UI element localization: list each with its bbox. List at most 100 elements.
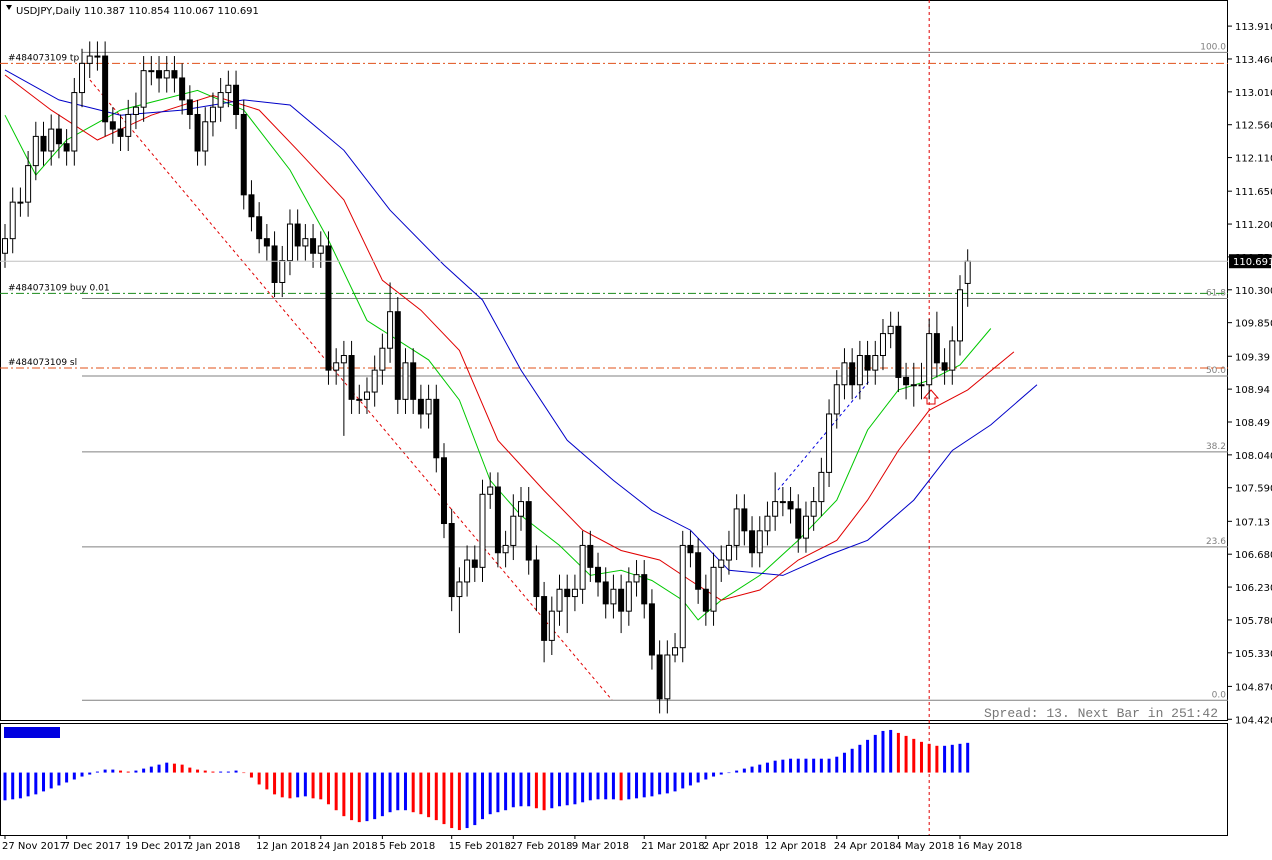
open: 110.387 bbox=[84, 6, 125, 17]
x-tick-label: 15 Feb 2018 bbox=[449, 841, 511, 852]
histogram-bar bbox=[750, 766, 754, 773]
histogram-bar bbox=[758, 764, 762, 773]
histogram-bar bbox=[804, 758, 808, 773]
histogram-bar bbox=[126, 771, 130, 773]
histogram-bar bbox=[819, 758, 823, 773]
histogram-bar bbox=[727, 772, 731, 774]
candle-body bbox=[494, 486, 501, 554]
x-tick-label: 27 Nov 2017 bbox=[2, 841, 66, 852]
candle-body bbox=[233, 84, 240, 115]
candle-body bbox=[733, 508, 740, 546]
histogram-bar bbox=[457, 772, 461, 831]
symbol: USDJPY,Daily bbox=[16, 6, 81, 17]
histogram-bar bbox=[450, 772, 454, 829]
histogram-bar bbox=[72, 772, 76, 780]
histogram-bar bbox=[396, 772, 400, 811]
y-tick-label: 107.13 bbox=[1235, 517, 1270, 528]
fib-label: 23.6 bbox=[1206, 537, 1226, 547]
histogram-bar bbox=[573, 772, 577, 805]
candle-body bbox=[79, 62, 86, 94]
candle-body bbox=[479, 493, 486, 568]
histogram-bar bbox=[696, 772, 700, 783]
candle-body bbox=[302, 238, 309, 247]
candle-body bbox=[525, 501, 532, 561]
candle-body bbox=[687, 544, 694, 554]
candle-body bbox=[263, 238, 270, 247]
histogram-bar bbox=[912, 738, 916, 773]
candle-body bbox=[240, 113, 247, 196]
histogram-bar bbox=[242, 772, 246, 774]
candle-body bbox=[941, 362, 948, 371]
histogram-bar bbox=[380, 772, 384, 817]
candle-body bbox=[379, 347, 386, 371]
candle-body bbox=[464, 559, 471, 583]
histogram-bar bbox=[896, 732, 900, 773]
histogram-bar bbox=[958, 743, 962, 773]
y-tick-label: 104.870 bbox=[1235, 682, 1272, 693]
histogram-bar bbox=[257, 772, 261, 785]
histogram-bar bbox=[403, 772, 407, 811]
candle-body bbox=[710, 566, 717, 612]
candle-body bbox=[63, 143, 70, 152]
histogram-bar bbox=[480, 772, 484, 820]
candle-body bbox=[518, 501, 525, 517]
histogram-bar bbox=[504, 772, 508, 811]
histogram-bar bbox=[904, 735, 908, 773]
candle-body bbox=[440, 457, 447, 525]
histogram-bar bbox=[180, 764, 184, 773]
order-label: #484073109 sl bbox=[8, 358, 77, 368]
candle-body bbox=[148, 70, 155, 73]
candle-body bbox=[579, 544, 586, 590]
candle-body bbox=[833, 384, 840, 415]
histogram-bar bbox=[326, 772, 330, 805]
histogram-bar bbox=[319, 772, 323, 800]
fib-label: 0.0 bbox=[1212, 690, 1227, 700]
histogram-bar bbox=[866, 739, 870, 773]
candle-body bbox=[217, 92, 224, 108]
indicator-label-box bbox=[4, 727, 60, 738]
fib-label: 100.0 bbox=[1200, 42, 1226, 52]
histogram-bar bbox=[311, 772, 315, 799]
histogram-bar bbox=[635, 772, 639, 799]
histogram-bar bbox=[688, 772, 692, 786]
candle-body bbox=[32, 135, 39, 167]
y-tick-label: 112.110 bbox=[1235, 154, 1272, 165]
histogram-bar bbox=[735, 770, 739, 773]
histogram-bar bbox=[434, 772, 438, 821]
candle-body bbox=[456, 581, 463, 598]
histogram-bar bbox=[34, 772, 38, 795]
histogram-bar bbox=[95, 771, 99, 773]
candle-body bbox=[648, 603, 655, 656]
histogram-bar bbox=[465, 772, 469, 829]
histogram-bar bbox=[842, 752, 846, 773]
candle-body bbox=[903, 376, 910, 386]
y-tick-label: 113.010 bbox=[1235, 88, 1272, 99]
candle-body bbox=[802, 515, 809, 539]
histogram-bar bbox=[57, 772, 61, 786]
x-tick-label: 27 Feb 2018 bbox=[510, 841, 572, 852]
candle-body bbox=[879, 333, 886, 357]
candle-body bbox=[310, 238, 317, 254]
candle-body bbox=[595, 566, 602, 583]
candle-body bbox=[956, 289, 963, 342]
y-tick-label: 105.330 bbox=[1235, 649, 1272, 660]
candle-body bbox=[256, 216, 263, 240]
candle-body bbox=[325, 245, 332, 371]
histogram-bar bbox=[781, 759, 785, 773]
candle-body bbox=[702, 588, 709, 612]
candle-body bbox=[587, 544, 594, 568]
histogram-bar bbox=[65, 772, 69, 783]
candle-body bbox=[487, 486, 494, 495]
histogram-bar bbox=[943, 745, 947, 773]
candle-body bbox=[402, 362, 409, 400]
candle-body bbox=[918, 384, 925, 387]
y-tick-label: 111.650 bbox=[1235, 187, 1272, 198]
histogram-bar bbox=[157, 764, 161, 773]
y-tick-label: 108.040 bbox=[1235, 451, 1272, 462]
histogram-bar bbox=[673, 772, 677, 792]
candle-body bbox=[887, 325, 894, 335]
histogram-bar bbox=[411, 772, 415, 813]
candle-body bbox=[286, 223, 293, 262]
histogram-bar bbox=[534, 772, 538, 809]
order-label: #484073109 tp bbox=[8, 53, 79, 63]
